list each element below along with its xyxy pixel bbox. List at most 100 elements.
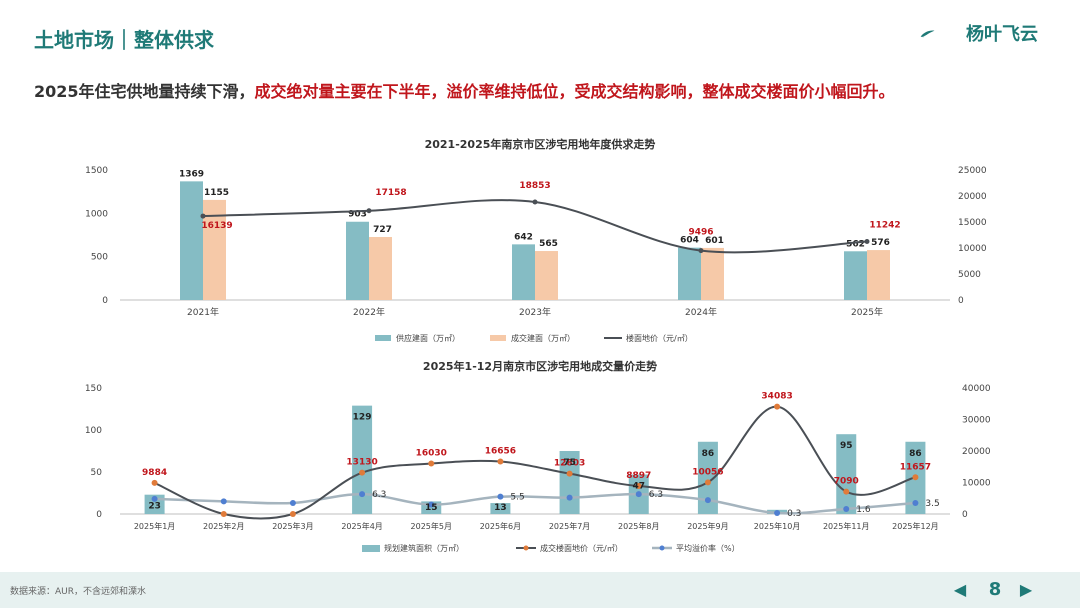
- chart2-point-premium: [220, 498, 227, 505]
- chart2-label-price: 16656: [485, 447, 516, 457]
- prev-page-button[interactable]: ◀: [950, 578, 970, 602]
- chart2-label-price: 12803: [554, 459, 585, 469]
- chart1-label-price: 17158: [375, 188, 406, 198]
- chart2-label-premium: 6.3: [649, 490, 663, 500]
- headline: 2025年住宅供地量持续下滑，成交绝对量主要在下半年，溢价率维持低位，受成交结构…: [34, 78, 895, 102]
- chart2-x-tick: 2025年10月: [754, 521, 801, 531]
- page-navigator: ◀ 8 ▶: [950, 578, 1040, 602]
- chart1-x-tick: 2022年: [353, 306, 385, 318]
- chart2-label-area: 86: [909, 449, 922, 459]
- top-band: [0, 0, 1080, 76]
- logo-leaf-icon: [920, 30, 935, 38]
- chart2-right-tick: 0: [962, 510, 968, 520]
- chart1-label-supply: 604: [680, 236, 699, 246]
- chart1-left-tick: 0: [102, 296, 108, 306]
- chart2-label-area: 47: [632, 482, 645, 492]
- chart1-label-deal: 1155: [204, 188, 229, 198]
- chart2-point-premium: [774, 510, 781, 517]
- chart1-label-price: 11242: [869, 221, 900, 231]
- triangle-left-icon: ◀: [953, 580, 967, 599]
- chart2-line-price: [154, 405, 916, 520]
- chart1-right-tick: 0: [958, 296, 964, 306]
- chart2-label-premium: 5.5: [510, 493, 524, 503]
- logo-text: 杨叶飞云: [966, 24, 1038, 45]
- chart1-bar-supply: [678, 247, 701, 300]
- chart2-label-area: 95: [840, 441, 853, 451]
- chart2-label-price: 7090: [834, 477, 859, 487]
- chart2-left-tick: 50: [91, 468, 103, 478]
- chart2-point-premium: [289, 499, 296, 506]
- chart1-legend-price: 楼面地价（元/㎡）: [626, 333, 693, 343]
- chart2-point-premium: [359, 491, 366, 498]
- chart1-legend-supply: 供应建面（万㎡）: [396, 333, 460, 343]
- chart2-label-price: 9884: [142, 468, 167, 478]
- chart2-point-premium: [428, 501, 435, 508]
- next-page-button[interactable]: ▶: [1016, 578, 1036, 602]
- chart2-x-tick: 2025年7月: [549, 521, 590, 531]
- chart2-legend-swatch-area: [362, 545, 380, 552]
- chart1-bar-supply: [180, 181, 203, 300]
- chart2-label-area: 23: [148, 502, 161, 512]
- chart1-right-tick: 15000: [958, 218, 987, 228]
- chart2-legend-dot-price: [523, 545, 529, 551]
- chart1-bar-deal: [535, 251, 558, 300]
- chart2-label-price: 16030: [416, 449, 447, 459]
- chart2-point-price: [359, 469, 366, 476]
- chart2-x-tick: 2025年2月: [203, 521, 244, 531]
- chart2-label-area: 15: [425, 503, 438, 513]
- chart1-left-tick: 1000: [85, 209, 108, 219]
- chart2-point-premium: [635, 491, 642, 498]
- chart1-bar-deal: [369, 236, 392, 300]
- data-source-note: 数据来源：AUR，不含远郊和溧水: [10, 587, 146, 597]
- chart1-x-tick: 2021年: [187, 306, 219, 318]
- headline-part1: 2025年住宅供地量持续下滑，: [34, 82, 255, 101]
- chart2-point-price: [566, 470, 573, 477]
- chart2-point-premium: [912, 499, 919, 506]
- chart2-legend-dot-premium: [659, 545, 665, 551]
- chart2-legend-price: 成交楼面地价（元/㎡）: [540, 543, 623, 553]
- chart2-left-tick: 100: [85, 426, 102, 436]
- chart2-bar-area: [697, 441, 718, 514]
- chart2-label-price: 34083: [761, 392, 792, 402]
- chart1-point-price: [698, 248, 704, 254]
- chart2-right-tick: 30000: [962, 416, 991, 426]
- chart1-title: 2021-2025年南京市区涉宅用地年度供求走势: [425, 137, 656, 151]
- chart2-legend-premium: 平均溢价率（%）: [676, 543, 740, 553]
- chart1-right-tick: 10000: [958, 244, 987, 254]
- chart1-label-supply: 1369: [179, 169, 204, 179]
- chart2-right-tick: 10000: [962, 479, 991, 489]
- chart2-left-tick: 150: [85, 384, 102, 394]
- chart2-point-premium: [704, 497, 711, 504]
- chart2-x-tick: 2025年8月: [618, 521, 659, 531]
- chart2-label-premium: 0.3: [787, 509, 801, 519]
- chart1-legend-swatch-deal: [490, 335, 506, 341]
- annual-supply-demand-chart: 2021-2025年南京市区涉宅用地年度供求走势0500100015000500…: [85, 137, 987, 343]
- chart1-right-tick: 5000: [958, 270, 981, 280]
- chart2-line-premium: [154, 492, 916, 515]
- chart2-point-price: [220, 511, 227, 517]
- chart2-point-price: [428, 460, 435, 467]
- chart2-bar-area: [490, 503, 511, 514]
- chart2-x-tick: 2025年4月: [341, 521, 382, 531]
- chart2-point-price: [774, 403, 781, 410]
- chart1-label-price: 9496: [688, 228, 713, 238]
- page-number: 8: [988, 579, 1002, 600]
- chart1-label-deal: 576: [871, 238, 890, 248]
- chart1-label-supply: 903: [348, 210, 367, 220]
- chart2-left-tick: 0: [96, 510, 102, 520]
- chart2-label-area: 13: [494, 503, 507, 513]
- headline-part2: 成交绝对量主要在下半年，溢价率维持低位，受成交结构影响，整体成交楼面价小幅回升。: [254, 82, 895, 101]
- chart1-label-supply: 562: [846, 239, 865, 249]
- chart1-bar-deal: [867, 250, 890, 300]
- chart1-bar-supply: [844, 251, 867, 300]
- section-title: 土地市场｜整体供求: [34, 28, 214, 52]
- chart1-label-deal: 565: [539, 239, 558, 249]
- chart2-point-price: [704, 479, 711, 486]
- chart2-label-premium: 6.3: [372, 490, 386, 500]
- triangle-right-icon: ▶: [1019, 580, 1033, 599]
- chart2-label-price: 11657: [900, 462, 931, 472]
- chart2-bar-area: [352, 405, 373, 514]
- chart2-title: 2025年1-12月南京市区涉宅用地成交量价走势: [423, 359, 657, 373]
- chart2-x-tick: 2025年11月: [823, 521, 870, 531]
- chart1-label-deal: 601: [705, 236, 724, 246]
